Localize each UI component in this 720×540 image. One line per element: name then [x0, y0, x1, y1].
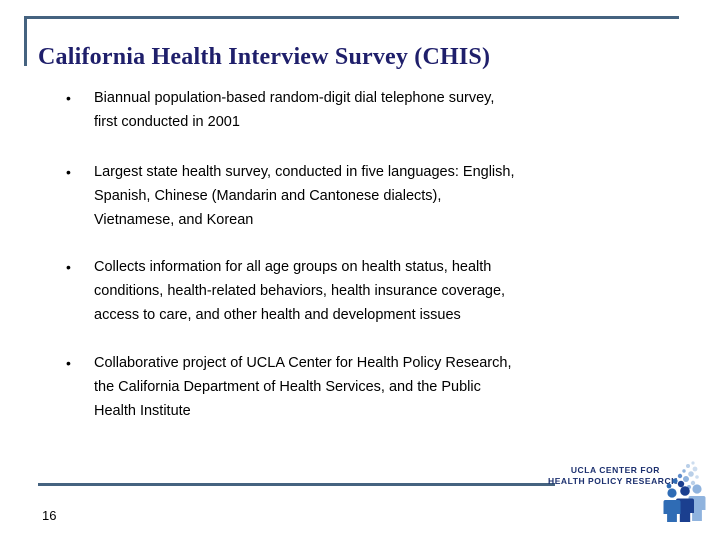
logo-wordmark: UCLA CENTER FOR HEALTH POLICY RESEARCH — [548, 465, 678, 486]
people-figures-icon — [660, 460, 710, 522]
list-item-text: Collects information for all age groups … — [94, 259, 506, 323]
page-number: 16 — [42, 508, 57, 523]
logo-dots — [666, 461, 699, 489]
list-item: • Largest state health survey, conducted… — [60, 160, 660, 232]
footer-rule — [38, 483, 555, 486]
list-item: • Biannual population-based random-digit… — [60, 86, 660, 134]
bullet-icon: • — [66, 259, 71, 275]
bullet-icon: • — [66, 90, 71, 106]
logo-line-1: UCLA CENTER FOR — [570, 465, 660, 475]
title-rule-top — [24, 16, 679, 19]
bullet-list: • Biannual population-based random-digit… — [60, 86, 660, 423]
list-item-text: Biannual population-based random-digit d… — [94, 90, 495, 130]
logo-line-2: HEALTH POLICY RESEARCH — [548, 475, 678, 486]
bullet-icon: • — [66, 355, 71, 371]
person-figure-left — [663, 488, 681, 522]
bullet-icon: • — [66, 164, 71, 180]
list-item: • Collects information for all age group… — [60, 255, 660, 327]
list-item-text: Collaborative project of UCLA Center for… — [94, 355, 512, 419]
ucla-chpr-logo: UCLA CENTER FOR HEALTH POLICY RESEARCH — [548, 460, 710, 522]
title-rule-left — [24, 16, 27, 66]
page-title: California Health Interview Survey (CHIS… — [38, 44, 491, 71]
list-item-text: Largest state health survey, conducted i… — [94, 164, 515, 228]
list-item: • Collaborative project of UCLA Center f… — [60, 351, 660, 423]
